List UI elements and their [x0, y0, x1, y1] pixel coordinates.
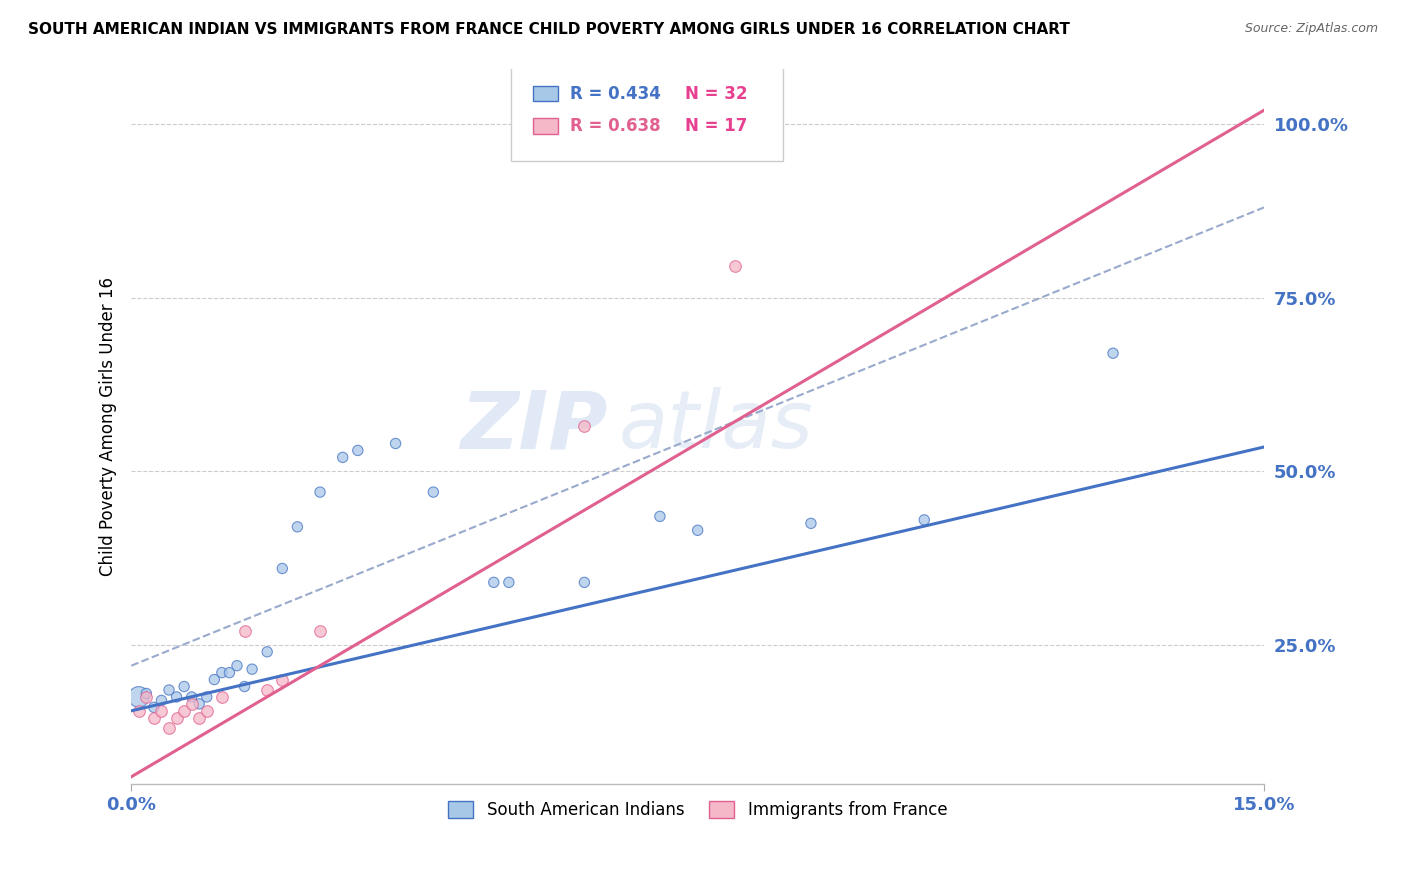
Point: [195, 690, 218, 704]
Point: [173, 680, 195, 694]
Point: [240, 662, 263, 676]
Point: [287, 520, 309, 534]
Point: [202, 673, 225, 687]
FancyBboxPatch shape: [533, 118, 558, 134]
Point: [233, 680, 256, 694]
Point: [157, 683, 180, 698]
Point: [648, 509, 671, 524]
Point: [233, 624, 256, 638]
Point: [150, 693, 173, 707]
Point: [218, 665, 240, 680]
Y-axis label: Child Poverty Among Girls Under 16: Child Poverty Among Girls Under 16: [100, 277, 117, 575]
Legend: South American Indians, Immigrants from France: South American Indians, Immigrants from …: [441, 794, 953, 825]
Point: [211, 665, 233, 680]
Point: [195, 704, 218, 718]
Point: [226, 658, 249, 673]
Point: [1102, 346, 1125, 360]
Point: [422, 485, 444, 500]
Point: [128, 704, 150, 718]
Point: [188, 697, 211, 711]
Point: [142, 700, 165, 714]
Point: [166, 711, 188, 725]
Text: R = 0.638: R = 0.638: [569, 117, 661, 135]
Point: [142, 711, 165, 725]
Point: [309, 624, 332, 638]
Point: [135, 686, 157, 700]
Point: [384, 436, 406, 450]
Text: atlas: atlas: [619, 387, 813, 465]
Point: [271, 673, 294, 687]
Point: [256, 683, 278, 698]
Point: [188, 711, 211, 725]
Text: SOUTH AMERICAN INDIAN VS IMMIGRANTS FROM FRANCE CHILD POVERTY AMONG GIRLS UNDER : SOUTH AMERICAN INDIAN VS IMMIGRANTS FROM…: [28, 22, 1070, 37]
Point: [332, 450, 354, 465]
Point: [912, 513, 935, 527]
Text: N = 17: N = 17: [685, 117, 748, 135]
Point: [173, 704, 195, 718]
Point: [135, 690, 157, 704]
Text: Source: ZipAtlas.com: Source: ZipAtlas.com: [1244, 22, 1378, 36]
Text: N = 32: N = 32: [685, 85, 748, 103]
Point: [686, 523, 709, 537]
Point: [271, 561, 294, 575]
Point: [157, 721, 180, 735]
Point: [150, 704, 173, 718]
Point: [346, 443, 368, 458]
Point: [482, 575, 505, 590]
Point: [724, 260, 747, 274]
Text: ZIP: ZIP: [460, 387, 607, 465]
Point: [800, 516, 823, 531]
Point: [498, 575, 520, 590]
Point: [180, 690, 202, 704]
Point: [256, 645, 278, 659]
Point: [309, 485, 332, 500]
FancyBboxPatch shape: [533, 86, 558, 102]
Point: [574, 575, 596, 590]
Point: [128, 690, 150, 704]
Text: R = 0.434: R = 0.434: [569, 85, 661, 103]
Point: [166, 690, 188, 704]
FancyBboxPatch shape: [510, 65, 783, 161]
Point: [211, 690, 233, 704]
Point: [180, 697, 202, 711]
Point: [574, 419, 596, 434]
